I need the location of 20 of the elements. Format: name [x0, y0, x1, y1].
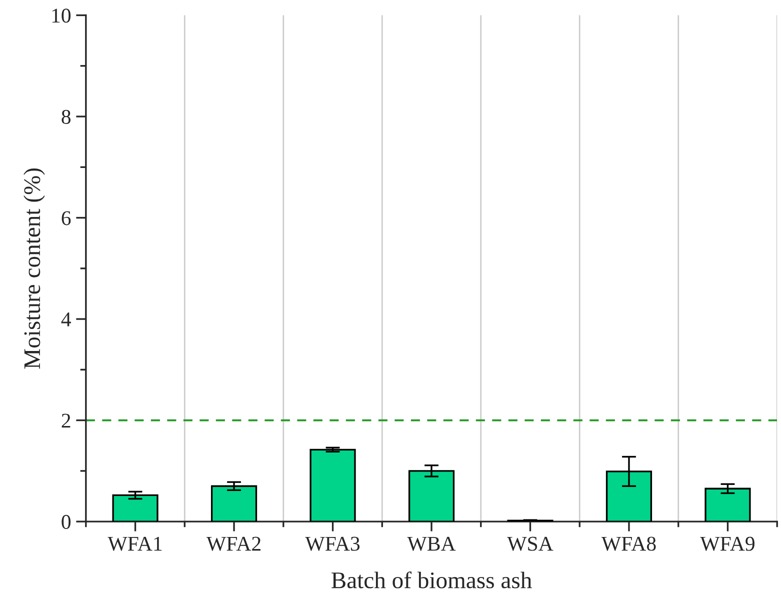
bar	[310, 448, 356, 522]
bar	[408, 470, 455, 522]
y-tick-label: 10	[52, 8, 71, 23]
x-tick-label: WBA	[407, 536, 456, 551]
y-tick-label: 4	[61, 312, 71, 326]
x-tick-label: WFA2	[206, 536, 260, 551]
bar	[704, 488, 751, 522]
y-tick-label: 2	[62, 414, 70, 428]
x-tick-label: WFA8	[601, 536, 656, 551]
y-tick-label: 6	[62, 211, 71, 226]
bar	[210, 485, 258, 522]
bar	[112, 494, 158, 522]
x-tick-label: WFA1	[108, 536, 162, 551]
x-axis-title: Batch of biomass ash	[332, 571, 532, 588]
y-tick-label: 8	[62, 110, 71, 124]
x-tick-label: WFA3	[305, 536, 360, 551]
x-tick-label: WSA	[507, 536, 554, 551]
y-tick-label: 0	[62, 514, 71, 529]
x-tick-label: WFA9	[700, 536, 754, 551]
y-axis-title: Moisture content (%)	[24, 168, 45, 369]
